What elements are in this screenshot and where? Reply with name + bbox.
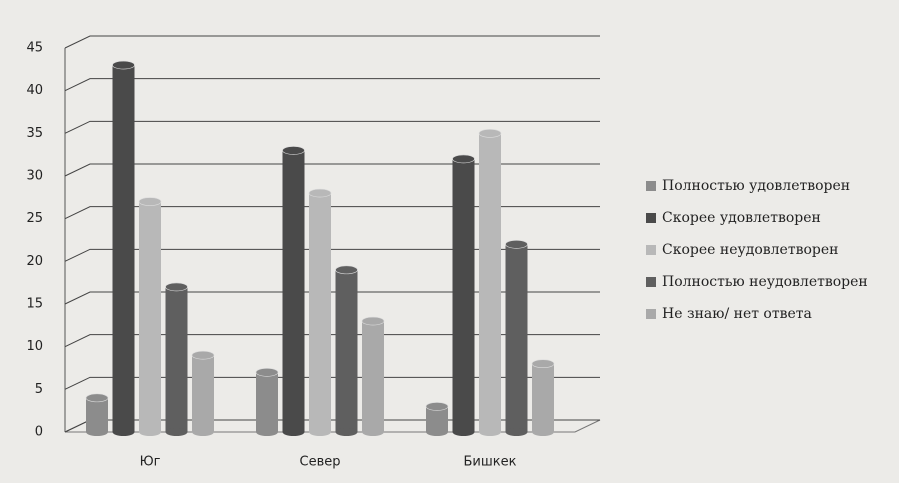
y-tick-label: 25: [26, 211, 43, 226]
legend-swatch: [646, 181, 656, 191]
bar-base: [532, 428, 554, 436]
bar-cap: [191, 350, 215, 360]
bar-cap: [361, 316, 385, 326]
bar-cap: [308, 188, 332, 198]
bar-base: [426, 428, 448, 436]
bar: [192, 355, 214, 432]
y-tick-label: 45: [26, 41, 43, 56]
y-tick-label: 10: [26, 339, 43, 354]
legend-label: Скорее неудовлетворен: [662, 242, 838, 258]
grid-line: [64, 334, 600, 348]
bar-cap: [335, 265, 358, 275]
bar-base: [165, 428, 188, 436]
bar: [532, 363, 554, 432]
legend-label: Полностью удовлетворен: [662, 178, 850, 194]
legend-label: Полностью неудовлетворен: [662, 274, 868, 290]
bar: [335, 269, 358, 432]
bar-cap: [85, 393, 109, 403]
y-tick-label: 40: [26, 83, 43, 98]
legend-swatch: [646, 277, 656, 287]
x-tick-label: Север: [300, 455, 341, 470]
bar-base: [192, 428, 214, 436]
y-tick-label: 15: [26, 297, 43, 312]
bar: [362, 321, 384, 432]
bar-cap: [452, 154, 475, 164]
x-tick-label: Бишкек: [464, 455, 517, 470]
bar-base: [335, 428, 358, 436]
bar: [86, 397, 108, 432]
bar-base: [86, 428, 108, 436]
bar: [452, 158, 475, 432]
bar: [426, 406, 448, 432]
bar-cap: [165, 282, 188, 292]
y-tick-label: 20: [26, 254, 43, 269]
legend-label: Не знаю/ нет ответа: [662, 306, 812, 322]
bar-base: [362, 428, 384, 436]
grid-line: [64, 163, 600, 177]
bar-base: [505, 428, 528, 436]
y-tick-label: 35: [26, 126, 43, 141]
x-tick-label: Юг: [140, 455, 161, 470]
legend-swatch: [646, 309, 656, 319]
y-tick-label: 5: [35, 382, 43, 397]
bar: [165, 286, 188, 432]
y-tick-label: 30: [26, 169, 43, 184]
bar: [112, 65, 135, 433]
bar: [139, 201, 161, 432]
bar-cap: [112, 60, 135, 70]
grid-line: [64, 376, 600, 390]
grid-line: [64, 120, 600, 134]
grid-line: [64, 35, 600, 49]
bar: [505, 244, 528, 432]
y-tick-label: 0: [35, 425, 43, 440]
bar: [479, 133, 501, 433]
grid-line: [64, 291, 600, 305]
bar-base: [452, 428, 475, 436]
bar-cap: [478, 129, 502, 138]
legend-label: Скорее удовлетворен: [662, 210, 821, 226]
bar: [309, 193, 331, 432]
bar-cap: [282, 146, 305, 155]
bar-base: [256, 428, 278, 436]
legend-swatch: [646, 245, 656, 255]
bar-base: [112, 428, 135, 436]
bar-cap: [255, 367, 279, 377]
grid-line: [64, 78, 600, 92]
grid-line: [64, 248, 600, 262]
bar: [282, 150, 305, 432]
bar-cap: [531, 359, 555, 369]
bar-base: [479, 428, 501, 436]
bar-base: [309, 428, 331, 436]
bar: [256, 372, 278, 432]
grid-line: [64, 206, 600, 220]
bar-cap: [138, 197, 162, 206]
bar-base: [282, 428, 305, 436]
bar-cap: [425, 402, 449, 411]
bar-base: [139, 428, 161, 436]
legend-swatch: [646, 213, 656, 223]
bar-cap: [505, 239, 528, 249]
